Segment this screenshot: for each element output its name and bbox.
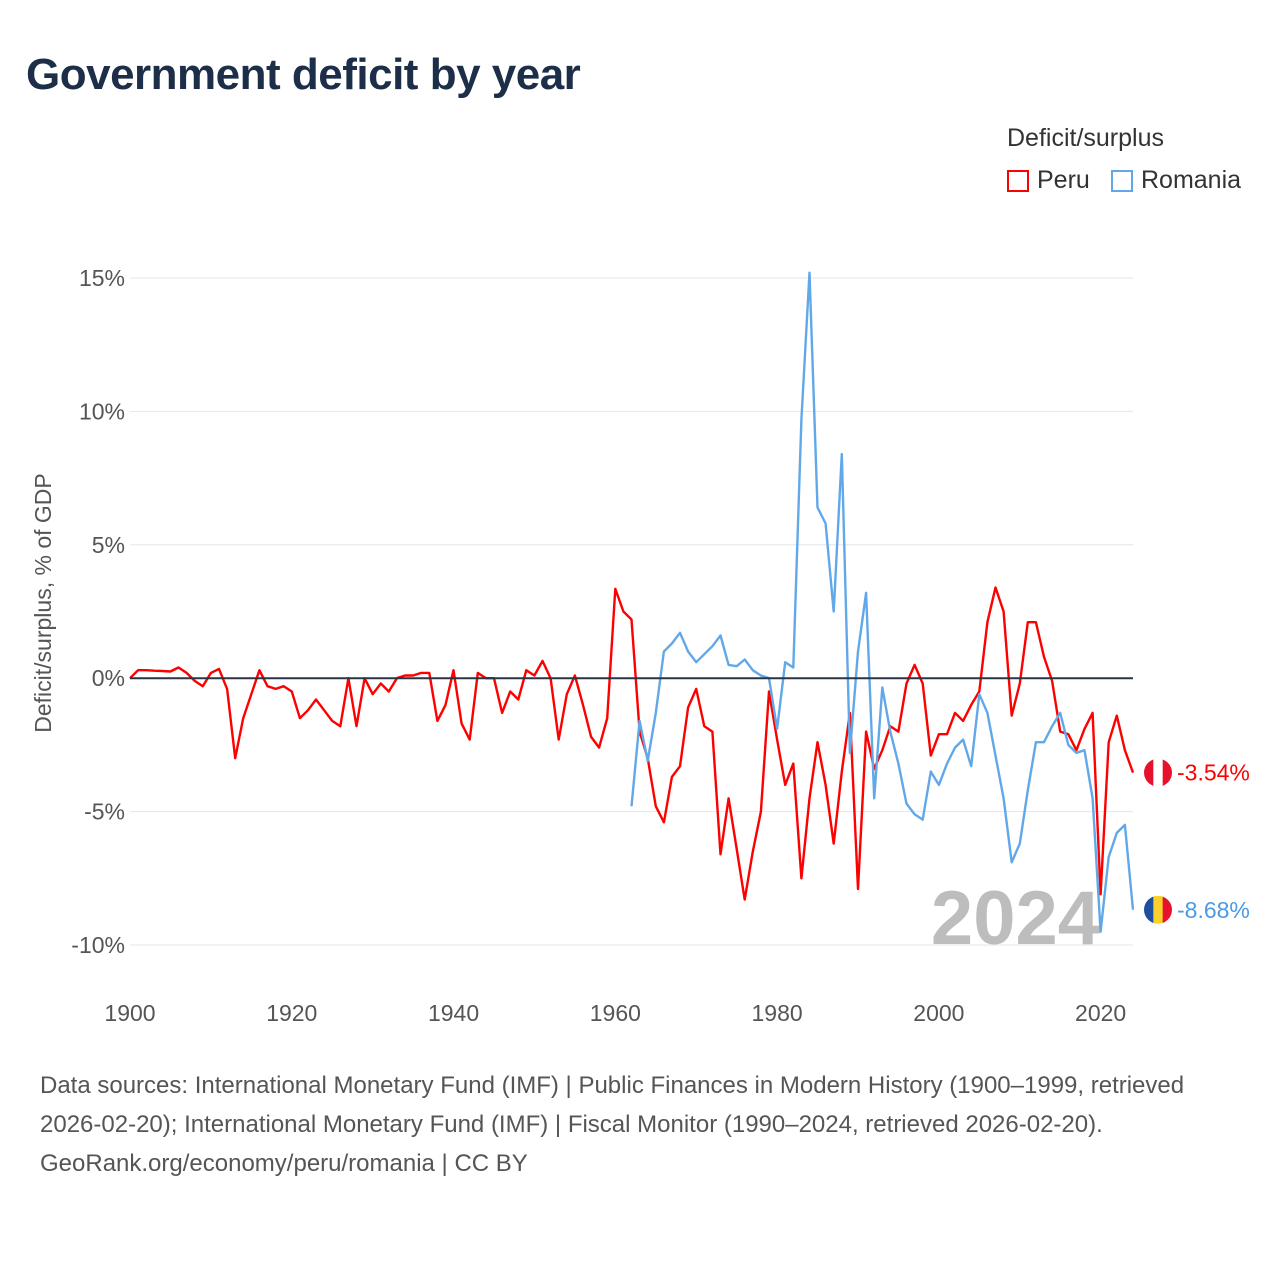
line-chart: 2024 15% 10% 5% 0% -5% -10% 1900 1920 1940 1960 198… [30,265,1250,1026]
y-axis-title: Deficit/surplus, % of GDP [30,473,56,732]
y-tick-label: 15% [79,265,125,291]
year-watermark: 2024 [931,876,1100,961]
end-value-label-romania: -8.68% [1177,897,1250,923]
y-tick-label: 0% [92,665,125,691]
legend-swatch-romania [1111,169,1133,192]
x-tick-label: 2020 [1075,1000,1126,1026]
series-line-romania [630,271,1135,933]
footer: Data sources: International Monetary Fun… [40,1066,1250,1183]
series-line-peru [129,586,1135,901]
y-tick-label: -5% [84,799,125,825]
legend-item-romania[interactable]: Romania [1111,166,1241,195]
x-tick-label: 2000 [913,1000,964,1026]
legend-label: Peru [1037,166,1090,194]
flag-icon-peru [1144,758,1172,787]
x-tick-label: 1900 [104,1000,155,1026]
x-tick-label: 1920 [266,1000,317,1026]
chart-title: Government deficit by year [26,50,581,99]
legend-swatch-peru [1007,169,1029,192]
credit-link[interactable]: GeoRank.org/economy/peru/romania | CC BY [40,1150,528,1177]
flag-icon-romania [1144,895,1172,924]
data-sources: Data sources: International Monetary Fun… [40,1072,1185,1138]
y-tick-label: -10% [71,932,125,958]
x-tick-label: 1980 [752,1000,803,1026]
x-tick-label: 1940 [428,1000,479,1026]
y-tick-label: 5% [92,532,125,558]
end-value-label-peru: -3.54% [1177,760,1250,786]
legend-label: Romania [1141,166,1242,194]
legend-item-peru[interactable]: Peru [1007,166,1090,195]
legend-title: Deficit/surplus [1007,124,1164,152]
y-tick-label: 10% [79,398,125,424]
x-tick-label: 1960 [590,1000,641,1026]
